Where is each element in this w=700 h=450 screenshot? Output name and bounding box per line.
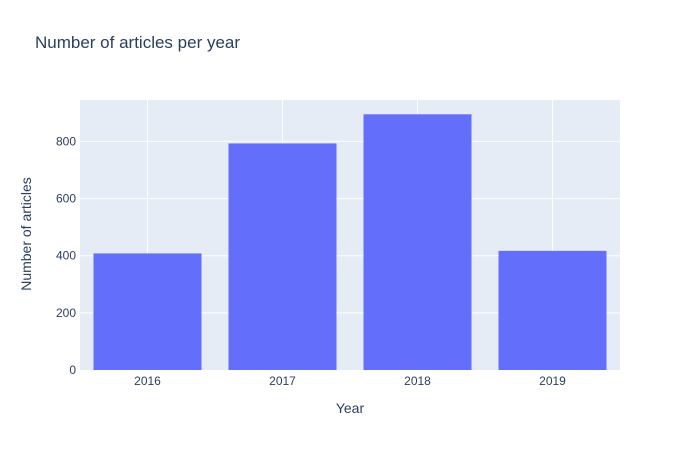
y-tick-label-200: 200 <box>56 306 76 320</box>
x-axis-title: Year <box>336 400 365 416</box>
y-axis-title: Number of articles <box>18 177 34 291</box>
bar-2019[interactable] <box>498 250 607 370</box>
x-tick-label-2018: 2018 <box>404 374 431 388</box>
bars <box>93 114 607 371</box>
y-tick-label-400: 400 <box>56 249 76 263</box>
x-tick-label-2016: 2016 <box>134 374 161 388</box>
chart-title: Number of articles per year <box>35 33 241 52</box>
bar-2016[interactable] <box>93 253 202 370</box>
y-axis-ticks: 0 200 400 600 800 <box>56 134 76 377</box>
y-tick-label-800: 800 <box>56 134 76 148</box>
bar-2017[interactable] <box>228 143 337 370</box>
bar-2018[interactable] <box>363 114 472 371</box>
x-tick-label-2019: 2019 <box>539 374 566 388</box>
y-tick-label-600: 600 <box>56 192 76 206</box>
x-tick-label-2017: 2017 <box>269 374 296 388</box>
x-axis-ticks: 2016 2017 2018 2019 <box>134 374 566 388</box>
y-tick-label-0: 0 <box>69 363 76 377</box>
